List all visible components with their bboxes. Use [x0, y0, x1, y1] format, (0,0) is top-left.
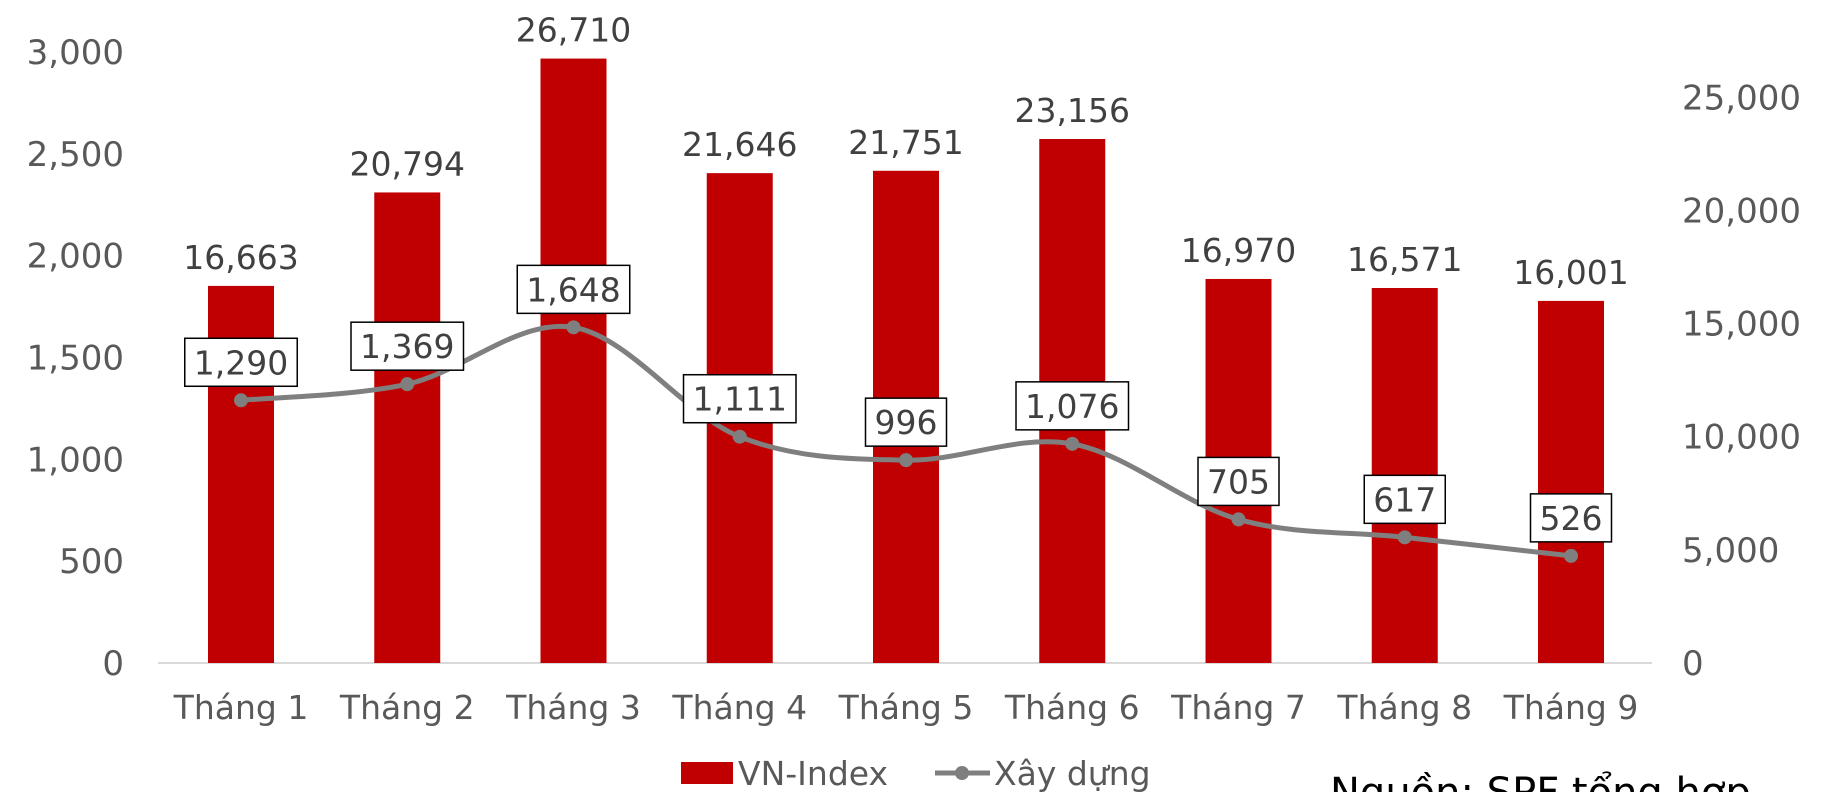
line-data-label-text: 996: [875, 403, 938, 442]
category-label: Tháng 8: [1336, 688, 1472, 727]
line-data-label-box: [516, 264, 631, 315]
legend: VN-Index Xây dựng: [681, 754, 1151, 792]
line-data-label: 1,076: [1015, 381, 1130, 431]
category-axis: Tháng 1 Tháng 2 Tháng 3 Tháng 4 Tháng 5 Tháng…: [173, 688, 1639, 727]
left-axis-tick-label: 2,500: [27, 135, 124, 175]
left-axis-tick-label: 3,000: [27, 33, 124, 73]
line-data-label-text: 1,648: [526, 270, 620, 309]
line-marker-xay-dung: [1564, 548, 1578, 563]
line-data-label-text: 617: [1373, 480, 1436, 519]
line-data-label-text: 1,111: [693, 380, 787, 419]
left-axis-tick-label: 1,500: [27, 339, 124, 379]
bar-vn-index: [374, 192, 441, 663]
line-labels: 1,290 1,369 1,648 1,111 996 1,076 705 617 526: [184, 264, 1613, 543]
source-note: Nguồn: SPF tổng hợp: [1330, 770, 1751, 792]
line-data-label-text: 1,290: [194, 343, 288, 382]
line-data-label: 617: [1363, 474, 1446, 525]
line-data-label-box: [184, 337, 298, 388]
category-label: Tháng 2: [339, 688, 475, 727]
line-data-label: 996: [864, 397, 948, 447]
bar-data-label: 16,571: [1347, 240, 1462, 279]
line-marker-xay-dung: [732, 429, 747, 444]
line-data-label-box: [350, 321, 465, 371]
bar-vn-index: [1538, 300, 1604, 663]
category-label: Tháng 4: [671, 688, 807, 727]
bar-labels: 16,663 20,794 26,710 21,646 21,751 23,156 16,9…: [183, 11, 1628, 292]
line-marker-xay-dung: [899, 453, 913, 468]
category-label: Tháng 3: [505, 688, 641, 727]
right-axis-tick-label: 20,000: [1682, 191, 1801, 231]
line-marker-xay-dung: [566, 320, 581, 335]
bar-data-label: 16,970: [1181, 231, 1296, 270]
line-data-label: 526: [1529, 493, 1613, 543]
right-axis-tick-label: 0: [1682, 644, 1704, 684]
line-marker-xay-dung: [1065, 436, 1080, 451]
left-axis-tick-label: 500: [59, 542, 124, 582]
line-data-label: 1,111: [682, 373, 797, 424]
left-axis: 0 500 1,000 1,500 2,000 2,500 3,000: [27, 33, 124, 684]
line-data-label-box: [1015, 381, 1130, 431]
left-axis-tick-label: 1,000: [27, 440, 124, 480]
left-axis-tick-label: 0: [102, 644, 124, 684]
right-axis: 0 5,000 10,000 15,000 20,000 25,000: [1682, 78, 1801, 684]
line-data-label-text: 1,076: [1025, 387, 1119, 426]
category-label: Tháng 5: [838, 688, 974, 727]
bar-vn-index: [540, 58, 607, 663]
line-series-xay-dung: [234, 320, 1578, 563]
line-data-label-box: [682, 373, 797, 424]
bar-data-label: 21,646: [682, 125, 797, 164]
legend-swatch-xay-dung-marker: [955, 766, 969, 780]
left-axis-tick-label: 2,000: [27, 237, 124, 277]
line-data-label: 1,290: [184, 337, 298, 388]
line-data-label: 1,648: [516, 264, 631, 315]
line-data-label-box: [1363, 474, 1446, 525]
legend-label-xay-dung: Xây dựng: [994, 754, 1151, 792]
line-data-label-box: [1197, 456, 1280, 507]
bar-data-label: 20,794: [350, 144, 465, 183]
legend-swatch-vn-index: [681, 762, 733, 784]
line-data-label-box: [864, 397, 948, 447]
bar-data-label: 16,663: [183, 238, 298, 277]
right-axis-tick-label: 25,000: [1682, 78, 1801, 118]
bar-data-label: 21,751: [848, 123, 963, 162]
line-marker-xay-dung: [1231, 512, 1246, 527]
bar-data-label: 26,710: [516, 11, 631, 50]
line-marker-xay-dung: [400, 377, 415, 392]
line-marker-xay-dung: [234, 393, 248, 408]
line-data-label: 1,369: [350, 321, 465, 371]
bar-data-label: 23,156: [1015, 91, 1130, 130]
line-data-label-text: 705: [1207, 462, 1270, 501]
right-axis-tick-label: 5,000: [1682, 531, 1779, 571]
category-label: Tháng 7: [1170, 688, 1306, 727]
bar-data-label: 16,001: [1513, 253, 1628, 292]
right-axis-tick-label: 10,000: [1682, 418, 1801, 458]
category-label: Tháng 9: [1503, 688, 1639, 727]
line-marker-xay-dung: [1397, 530, 1412, 545]
line-data-label-box: [1529, 493, 1613, 543]
category-label: Tháng 6: [1004, 688, 1140, 727]
category-label: Tháng 1: [173, 688, 309, 727]
legend-label-vn-index: VN-Index: [738, 754, 888, 792]
right-axis-tick-label: 15,000: [1682, 305, 1801, 345]
line-data-label-text: 526: [1540, 499, 1603, 538]
line-data-label-text: 1,369: [360, 327, 454, 366]
line-data-label: 705: [1197, 456, 1280, 507]
